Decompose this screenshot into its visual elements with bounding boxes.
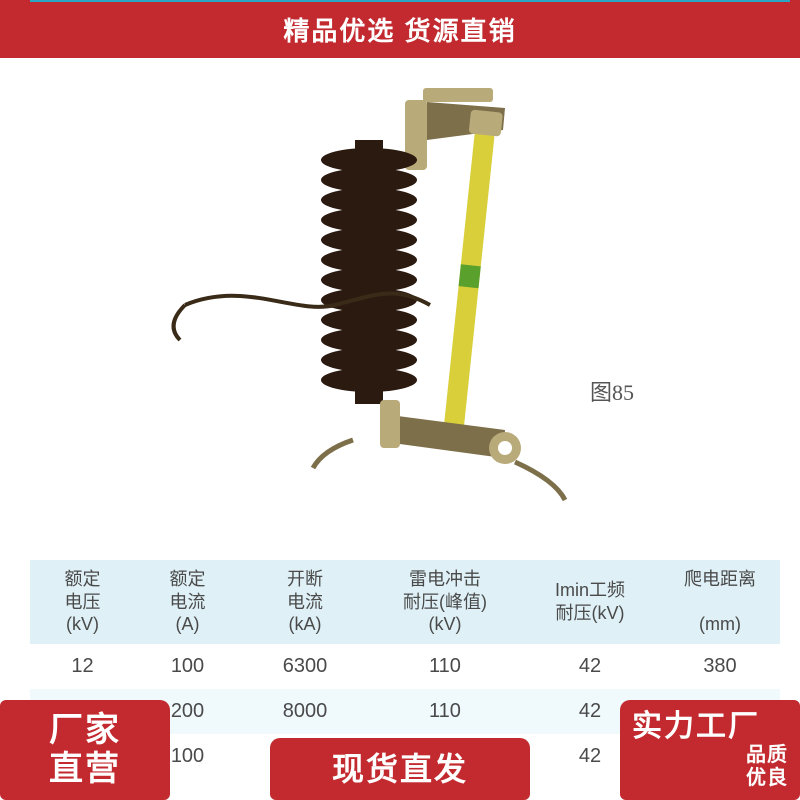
spec-table-head: 额定电压(kV) 额定电流(A) 开断电流(kA) 雷电冲击耐压(峰值)(kV)… — [30, 560, 780, 644]
product-svg: 图85 — [30, 70, 790, 510]
figure-caption: 图85 — [590, 380, 634, 405]
cell: 42 — [520, 644, 660, 689]
top-banner: 精品优选 货源直销 — [0, 0, 800, 58]
col-header: 额定电压(kV) — [30, 560, 135, 644]
bottom-bracket — [313, 400, 565, 500]
cell: 100 — [135, 644, 240, 689]
tie-wire-tail — [174, 305, 185, 340]
col-header: 爬电距离(mm) — [660, 560, 780, 644]
table-row: 12 100 6300 110 42 380 — [30, 644, 780, 689]
product-figure: 图85 — [30, 70, 790, 510]
col-header: Imin工频耐压(kV) — [520, 560, 660, 644]
insulator-stack — [321, 140, 417, 404]
cell: 12 — [30, 644, 135, 689]
cell: 110 — [370, 644, 520, 689]
col-header: 开断电流(kA) — [240, 560, 370, 644]
soft-edge — [0, 720, 800, 800]
cell: 6300 — [240, 644, 370, 689]
col-header: 雷电冲击耐压(峰值)(kV) — [370, 560, 520, 644]
cell: 380 — [660, 644, 780, 689]
divider-mid — [30, 0, 790, 2]
fuse-tube — [436, 109, 503, 450]
top-banner-text: 精品优选 货源直销 — [283, 11, 516, 48]
col-header: 额定电流(A) — [135, 560, 240, 644]
